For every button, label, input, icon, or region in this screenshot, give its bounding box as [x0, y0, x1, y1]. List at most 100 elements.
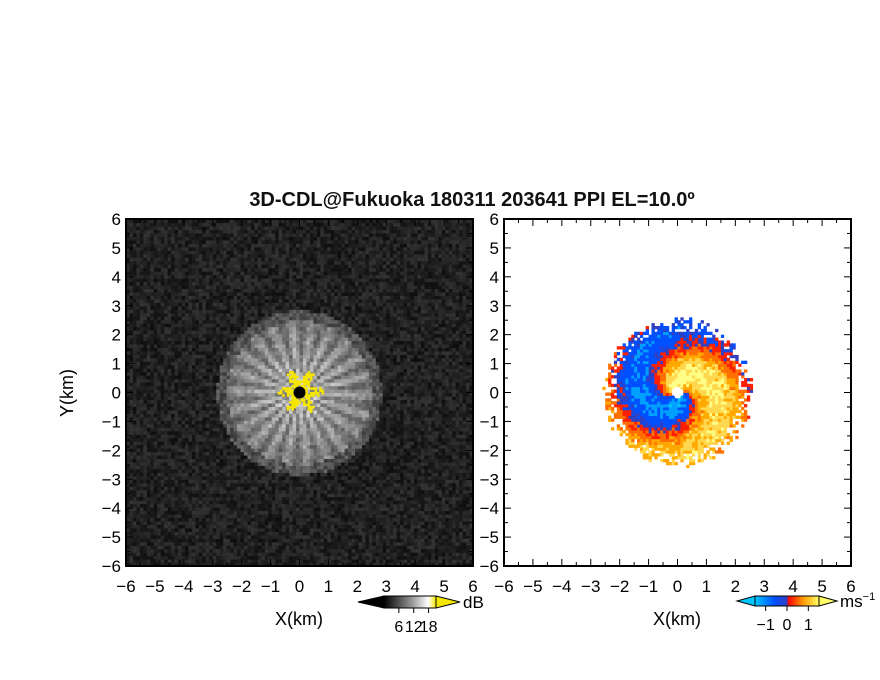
snr-cell: [368, 416, 373, 421]
snr-cell: [386, 399, 391, 404]
snr-cell: [271, 489, 276, 494]
snr-cell: [372, 534, 377, 539]
snr-cell: [282, 465, 287, 470]
snr-cell: [292, 527, 297, 532]
snr-cell: [250, 527, 255, 532]
snr-cell: [167, 500, 172, 505]
snr-cell: [459, 420, 464, 425]
snr-cell: [375, 527, 380, 532]
snr-cell: [126, 538, 131, 543]
snr-cell: [306, 503, 311, 508]
snr-cell: [410, 444, 415, 449]
snr-cell: [466, 423, 471, 428]
snr-cell: [209, 451, 214, 456]
snr-cell: [389, 493, 394, 498]
snr-cell: [271, 496, 276, 501]
snr-cell: [157, 534, 162, 539]
snr-cell: [136, 406, 141, 411]
snr-cell: [184, 541, 190, 546]
snr-cell: [261, 489, 266, 494]
snr-cell: [188, 392, 193, 397]
snr-cell: [230, 472, 235, 477]
snr-cell: [372, 413, 377, 418]
snr-cell: [126, 559, 131, 564]
snr-cell: [188, 413, 193, 418]
snr-cell: [375, 399, 380, 404]
snr-cell: [372, 541, 377, 546]
snr-cell: [396, 413, 401, 418]
snr-cell: [323, 510, 328, 515]
snr-cell: [400, 503, 405, 508]
snr-cell: [240, 395, 245, 401]
snr-cell: [344, 465, 349, 470]
snr-cell: [139, 562, 144, 566]
snr-cell: [129, 493, 134, 498]
snr-cell: [188, 448, 193, 453]
snr-cell: [226, 562, 231, 566]
snr-cell: [389, 437, 394, 442]
snr-cell: [184, 444, 190, 449]
snr-cell: [243, 503, 249, 508]
snr-cell: [379, 493, 384, 498]
snr-cell: [223, 437, 228, 442]
snr-cell: [160, 500, 165, 505]
snr-cell: [424, 451, 429, 456]
snr-cell: [250, 437, 255, 442]
snr-cell: [334, 548, 339, 553]
snr-cell: [268, 513, 273, 519]
snr-cell: [188, 534, 193, 539]
snr-cell: [275, 475, 280, 480]
snr-cell: [396, 472, 401, 477]
snr-cell: [434, 513, 439, 519]
snr-cell: [237, 427, 242, 432]
snr-cell: [466, 427, 471, 432]
snr-cell: [184, 416, 190, 421]
snr-cell: [441, 416, 446, 421]
snr-cell: [171, 465, 176, 470]
snr-cell: [400, 448, 405, 453]
snr-cell: [233, 534, 238, 539]
snr-cell: [379, 496, 384, 501]
snr-cell: [254, 503, 259, 508]
snr-cell: [261, 461, 266, 466]
snr-cell: [257, 423, 262, 428]
snr-cell: [143, 406, 148, 411]
snr-cell: [136, 524, 141, 529]
snr-cell: [400, 451, 405, 456]
snr-cell: [309, 531, 314, 536]
snr-cell: [184, 562, 190, 566]
snr-cell: [358, 427, 363, 432]
snr-cell: [445, 552, 450, 557]
snr-cell: [323, 461, 328, 466]
snr-cell: [184, 409, 190, 414]
snr-cell: [257, 399, 262, 404]
snr-cell: [178, 552, 183, 557]
snr-cell: [212, 406, 217, 411]
snr-cell: [438, 513, 443, 519]
snr-cell: [209, 555, 214, 560]
snr-cell: [132, 392, 138, 397]
snr-cell: [237, 552, 242, 557]
snr-cell: [459, 513, 464, 519]
snr-cell: [323, 531, 328, 536]
snr-cell: [219, 541, 224, 546]
snr-cell: [334, 510, 339, 515]
snr-cell: [188, 468, 193, 473]
snr-cell: [344, 420, 349, 425]
snr-cell: [431, 489, 436, 494]
snr-cell: [226, 413, 231, 418]
snr-cell: [143, 479, 148, 484]
snr-cell: [379, 395, 384, 401]
snr-cell: [365, 555, 370, 560]
snr-cell: [237, 409, 242, 414]
snr-cell: [462, 531, 467, 536]
snr-cell: [261, 503, 266, 508]
snr-cell: [223, 406, 228, 411]
snr-cell: [191, 496, 196, 501]
snr-cell: [417, 527, 422, 532]
snr-cell: [292, 486, 297, 491]
snr-cell: [400, 486, 405, 491]
snr-cell: [230, 489, 235, 494]
snr-cell: [320, 531, 325, 536]
snr-cell: [407, 552, 412, 557]
